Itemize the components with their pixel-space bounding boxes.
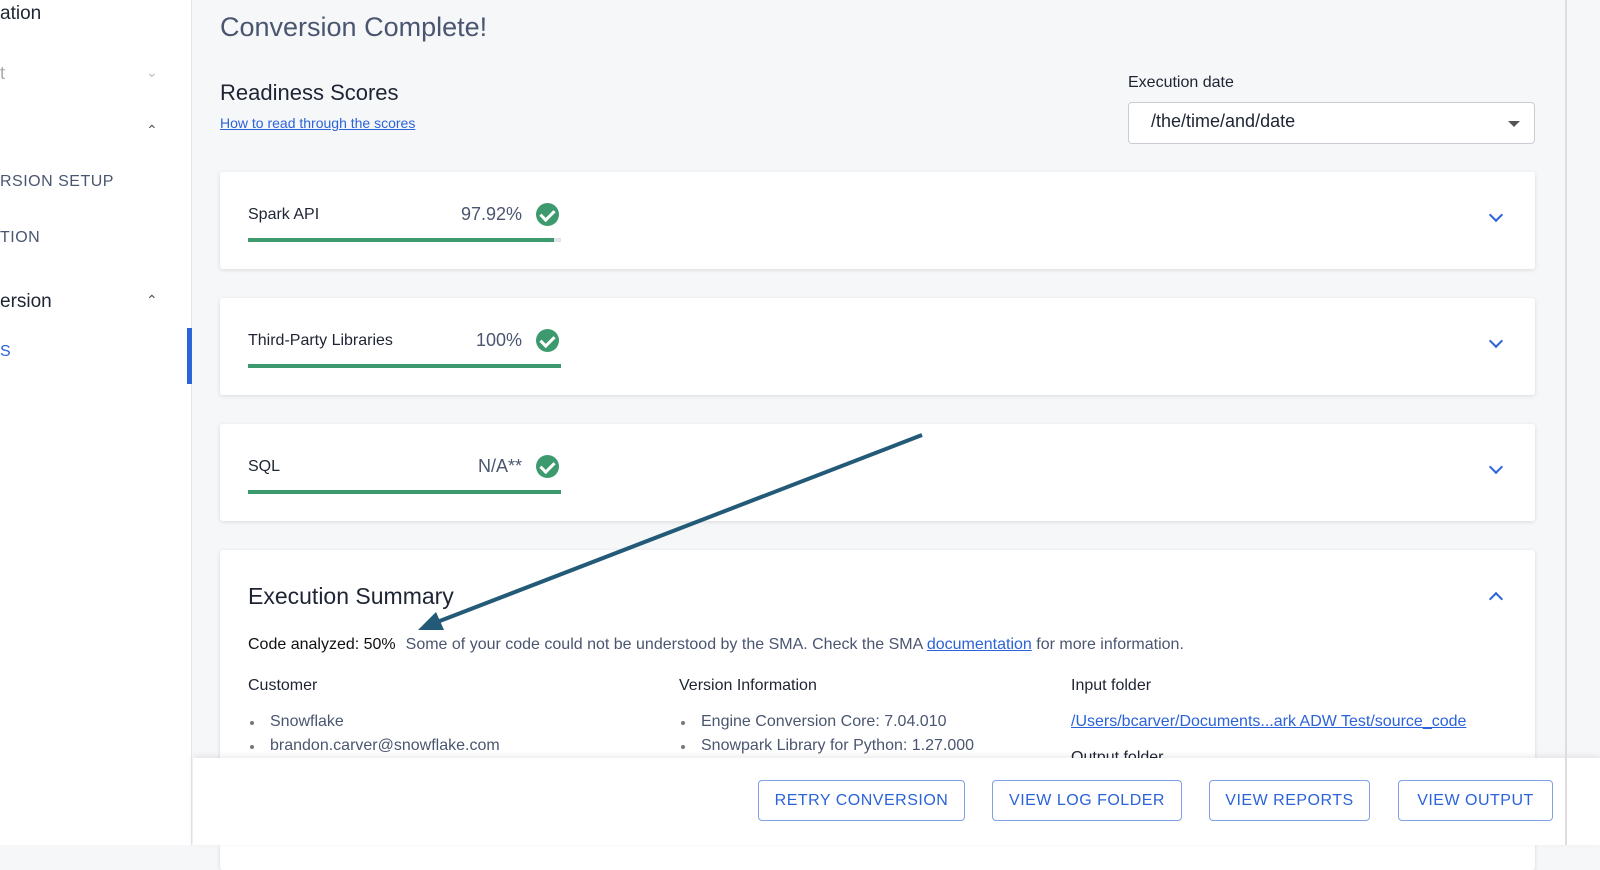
execution-date-label: Execution date: [1128, 74, 1234, 91]
sidebar-item-conversion-setup[interactable]: RSION SETUP: [0, 173, 114, 190]
sidebar-item-disabled: t: [0, 63, 6, 83]
check-circle-icon: [536, 455, 559, 478]
scrollbar[interactable]: [1565, 0, 1567, 845]
code-analyzed-row: Code analyzed: 50% Some of your code coul…: [248, 636, 1184, 654]
main-content: Conversion Complete! Readiness Scores Ho…: [193, 0, 1600, 870]
sidebar-item-conversion[interactable]: ersion: [0, 291, 52, 312]
customer-title: Customer: [248, 677, 318, 694]
score-card-third-party: Third-Party Libraries 100%: [220, 298, 1535, 395]
score-progress-bar: [248, 490, 561, 494]
score-value: 100%: [475, 330, 522, 350]
dropdown-caret-icon: [1508, 121, 1520, 127]
footer-actions: RETRY CONVERSION VIEW LOG FOLDER VIEW RE…: [193, 758, 1600, 845]
sidebar-item-title[interactable]: ation: [0, 3, 42, 24]
input-folder-title: Input folder: [1071, 677, 1152, 694]
score-progress-bar: [248, 364, 561, 368]
input-folder-link[interactable]: /Users/bcarver/Documents...ark ADW Test/…: [1071, 713, 1467, 730]
chevron-down-icon[interactable]: ⌄: [146, 64, 158, 80]
sidebar: ation t ⌄ ⌃ RSION SETUP TION ersion ⌃ S: [0, 0, 192, 845]
score-value: N/A**: [477, 456, 522, 476]
snowpark-version: Snowpark Library for Python: 1.27.000: [679, 737, 974, 755]
check-circle-icon: [536, 329, 559, 352]
scores-help-link[interactable]: How to read through the scores: [220, 115, 416, 131]
check-circle-icon: [536, 203, 559, 226]
annotation-arrow: [418, 433, 923, 630]
score-name: Spark API: [248, 206, 320, 223]
folders-section: Input folder /Users/bcarver/Documents...…: [1071, 677, 1466, 785]
customer-email: brandon.carver@snowflake.com: [248, 737, 500, 755]
customer-section: Customer Snowflake brandon.carver@snowfla…: [248, 677, 500, 761]
view-reports-button[interactable]: VIEW REPORTS: [1209, 780, 1370, 821]
view-log-folder-button[interactable]: VIEW LOG FOLDER: [992, 780, 1182, 821]
execution-date-value: /the/time/and/date: [1151, 111, 1296, 131]
score-progress-bar: [248, 238, 561, 242]
code-analyzed-value: Code analyzed: 50%: [248, 636, 396, 653]
code-analyzed-message: Some of your code could not be understoo…: [405, 636, 923, 653]
score-card-sql: SQL N/A**: [220, 424, 1535, 521]
engine-version: Engine Conversion Core: 7.04.010: [679, 713, 974, 731]
view-output-button[interactable]: VIEW OUTPUT: [1398, 780, 1553, 821]
readiness-title: Readiness Scores: [220, 80, 399, 105]
code-analyzed-message-end: for more information.: [1036, 636, 1184, 653]
customer-name: Snowflake: [248, 713, 500, 731]
version-section: Version Information Engine Conversion Co…: [679, 677, 974, 761]
execution-date-select[interactable]: /the/time/and/date: [1128, 102, 1535, 144]
score-value: 97.92%: [460, 204, 522, 224]
version-title: Version Information: [679, 677, 817, 694]
chevron-up-icon[interactable]: ⌃: [146, 122, 158, 138]
score-card-spark-api: Spark API 97.92%: [220, 172, 1535, 269]
sidebar-item-results[interactable]: S: [0, 343, 11, 360]
active-indicator: [187, 328, 192, 384]
execution-summary-title: Execution Summary: [248, 583, 454, 609]
score-name: Third-Party Libraries: [248, 332, 393, 349]
retry-conversion-button[interactable]: RETRY CONVERSION: [758, 780, 965, 821]
page-title: Conversion Complete!: [220, 12, 488, 42]
score-name: SQL: [248, 458, 281, 475]
sidebar-item-execution[interactable]: TION: [0, 229, 41, 246]
documentation-link[interactable]: documentation: [926, 636, 1032, 653]
chevron-up-icon[interactable]: ⌃: [146, 292, 158, 308]
